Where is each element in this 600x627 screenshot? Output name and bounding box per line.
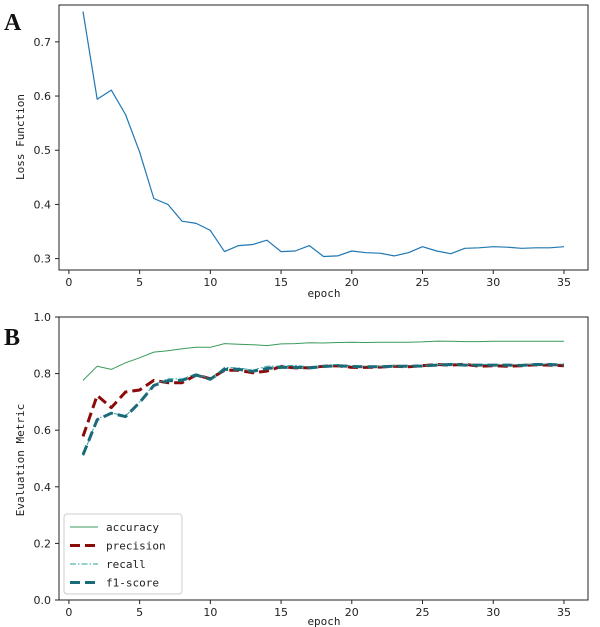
panel-b-ylabel: Evaluation Metric (14, 404, 27, 517)
x-tick-label: 0 (65, 276, 72, 289)
panel-a-series (82, 11, 565, 258)
series-line-loss (82, 11, 565, 258)
y-tick-label: 0.0 (34, 594, 52, 607)
y-tick-label: 0.7 (34, 36, 52, 49)
panel-a-chart: A 0 5 10 15 20 25 30 35 0.3 0.4 0.5 0.6 0.7 epoch Lo… (4, 4, 589, 300)
panel-a-ticks: 0 5 10 15 20 25 30 35 0.3 0.4 0.5 0.6 0.7 (34, 36, 571, 289)
panel-b-label: B (4, 325, 20, 351)
panel-b-ticks: 0 5 10 15 20 25 30 35 0.0 0.2 0.4 0.6 0.8 1.0 (34, 311, 571, 619)
x-tick-label: 25 (416, 276, 430, 289)
x-tick-label: 30 (486, 606, 500, 619)
panel-a-label: A (4, 10, 22, 36)
series-line-precision (81, 362, 565, 437)
series-line-recall (82, 362, 564, 456)
x-tick-label: 15 (274, 606, 288, 619)
x-tick-label: 15 (274, 276, 288, 289)
x-tick-label: 35 (557, 276, 571, 289)
legend-label-accuracy: accuracy (106, 521, 159, 534)
x-tick-label: 5 (136, 606, 143, 619)
legend-label-f1-score: f1-score (106, 577, 159, 590)
x-tick-label: 20 (345, 276, 359, 289)
x-tick-label: 35 (557, 606, 571, 619)
y-tick-label: 0.5 (34, 144, 52, 157)
panel-b-series (81, 340, 565, 456)
panel-b-legend: accuracy precision recall f1-score (63, 513, 183, 595)
panel-b-axes-frame (58, 316, 589, 601)
y-tick-label: 1.0 (34, 311, 52, 324)
y-tick-label: 0.4 (34, 481, 52, 494)
x-tick-label: 0 (65, 606, 72, 619)
y-tick-label: 0.2 (34, 537, 52, 550)
y-tick-label: 0.3 (34, 253, 52, 266)
legend-box (63, 513, 183, 595)
legend-label-recall: recall (106, 558, 146, 571)
panel-a-xlabel: epoch (307, 287, 340, 300)
y-tick-label: 0.6 (34, 424, 52, 437)
x-tick-label: 20 (345, 606, 359, 619)
series-line-f1-score (81, 363, 565, 456)
y-tick-label: 0.8 (34, 368, 52, 381)
panel-b-chart: B 0 5 10 15 20 25 30 35 0.0 0.2 0.4 0.6 0.8 1.0 epoch… (4, 311, 589, 627)
x-tick-label: 5 (136, 276, 143, 289)
x-tick-label: 30 (486, 276, 500, 289)
series-line-accuracy (82, 340, 564, 381)
x-tick-label: 10 (203, 276, 217, 289)
panel-a-ylabel: Loss Function (14, 94, 27, 180)
x-tick-label: 25 (416, 606, 430, 619)
x-tick-label: 10 (203, 606, 217, 619)
panel-a-axes-frame (58, 4, 589, 271)
panel-b-xlabel: epoch (307, 615, 340, 627)
y-tick-label: 0.6 (34, 90, 52, 103)
y-tick-label: 0.4 (34, 198, 52, 211)
legend-label-precision: precision (106, 540, 166, 553)
